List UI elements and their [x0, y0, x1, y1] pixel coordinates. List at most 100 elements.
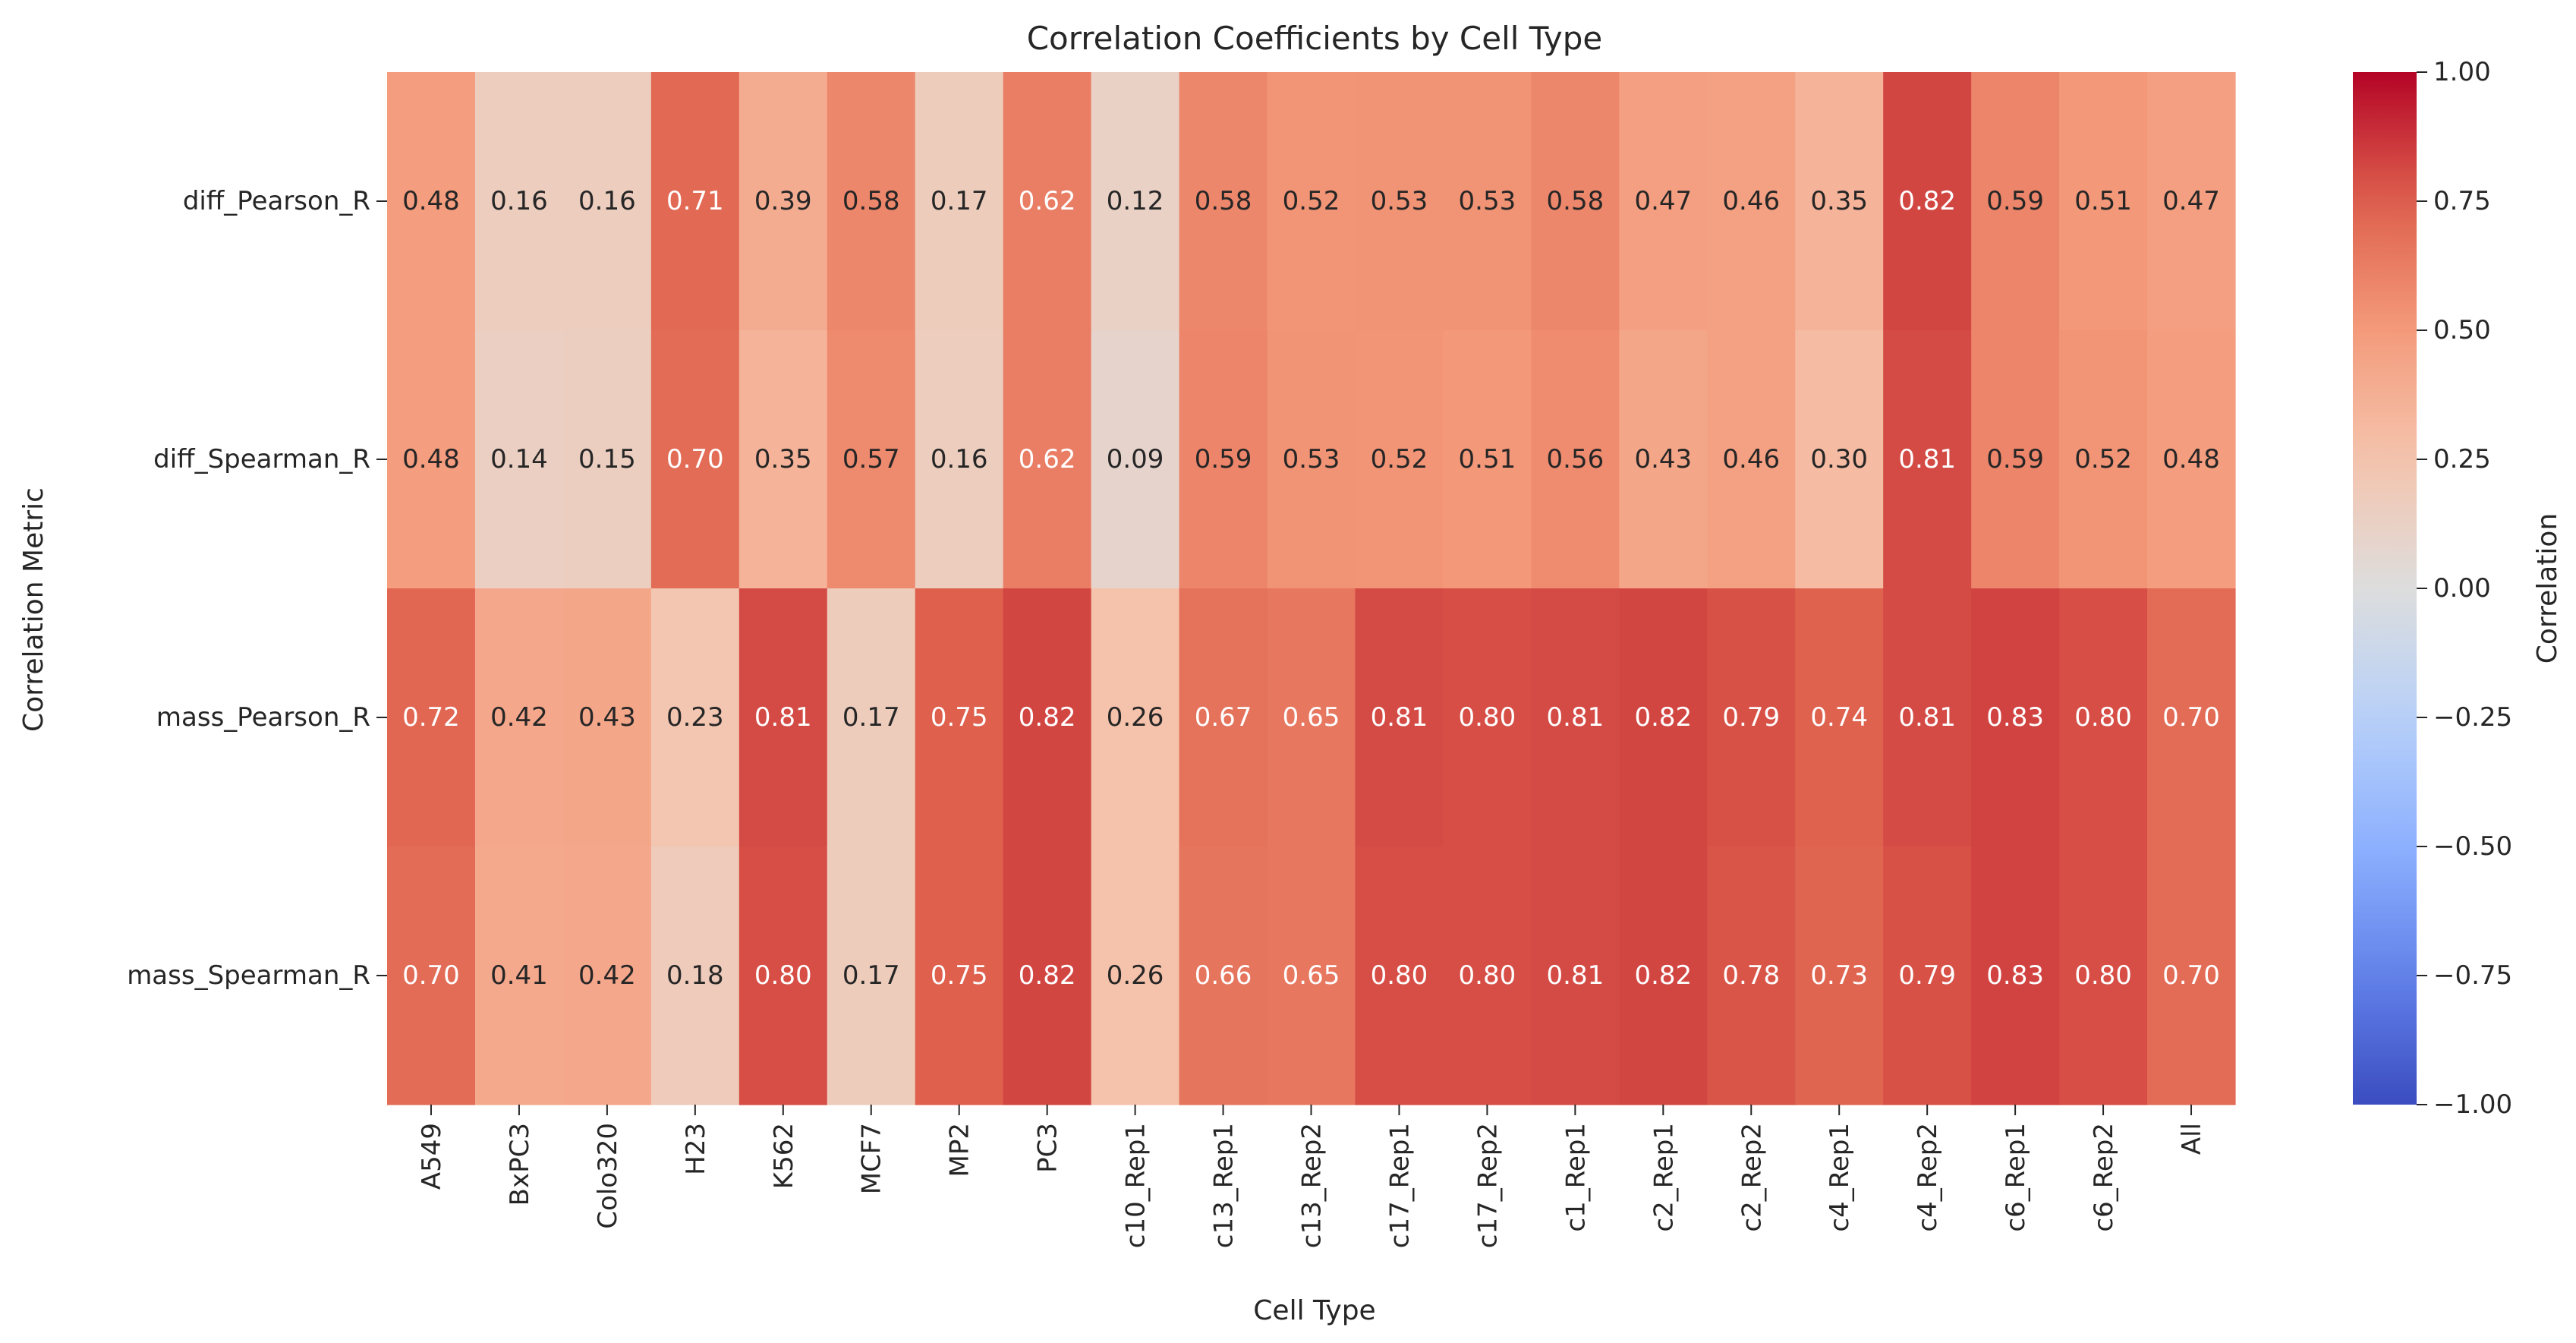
heatmap-cell [650, 330, 740, 589]
heatmap-cell-label: 0.80 [2074, 960, 2132, 991]
heatmap-cell [474, 72, 564, 331]
heatmap-cell-label: 0.35 [1810, 186, 1868, 216]
heatmap-cell [2059, 72, 2148, 331]
heatmap-cell [562, 588, 652, 847]
x-tick-label: c4_Rep1 [1825, 1123, 1855, 1232]
y-tick-label: mass_Spearman_R [127, 960, 370, 991]
heatmap-cell [1267, 588, 1356, 847]
colorbar-tick-label: −1.00 [2433, 1089, 2512, 1120]
heatmap-cell-label: 0.74 [1810, 702, 1868, 733]
heatmap-cell-label: 0.70 [666, 444, 724, 474]
heatmap-cell-label: 0.15 [578, 444, 636, 474]
heatmap-cell-label: 0.30 [1810, 444, 1868, 474]
x-tick-label: c13_Rep1 [1209, 1123, 1239, 1248]
heatmap-cell-label: 0.82 [1634, 960, 1692, 991]
heatmap-cell-label: 0.47 [2162, 186, 2220, 216]
heatmap-cell-label: 0.52 [2074, 444, 2132, 474]
heatmap-cell-label: 0.81 [754, 702, 812, 733]
colorbar-tick-label: 0.00 [2433, 573, 2491, 604]
heatmap-cell-label: 0.52 [1371, 444, 1428, 474]
x-tick-label: c13_Rep2 [1297, 1123, 1327, 1248]
heatmap-cell [1091, 330, 1180, 589]
x-tick-label: BxPC3 [505, 1123, 535, 1206]
heatmap-cell-label: 0.67 [1195, 702, 1252, 733]
heatmap-cell-labels: 0.48 0.16 0.16 0.71 0.39 0.58 0.17 0.62 0.12 0.58… [402, 186, 2220, 991]
heatmap-cell-label: 0.81 [1371, 702, 1428, 733]
x-axis-ticks: A549 BxPC3 Colo320 H23 K562 MCF7 MP2 PC3 c10_Rep… [417, 1105, 2207, 1248]
heatmap-cell-label: 0.72 [402, 702, 460, 733]
heatmap-cell [827, 846, 916, 1105]
x-tick-label: c17_Rep2 [1472, 1123, 1503, 1248]
heatmap-cell-label: 0.70 [2162, 960, 2220, 991]
heatmap-cell [1619, 846, 1708, 1105]
heatmap-cell-label: 0.71 [666, 186, 724, 216]
y-tick-label: mass_Pearson_R [156, 702, 370, 733]
heatmap-cell-label: 0.16 [578, 186, 636, 216]
heatmap-cell [1267, 72, 1356, 331]
heatmap-cell [387, 846, 476, 1105]
heatmap-cell-label: 0.09 [1107, 444, 1164, 474]
heatmap-cell-label: 0.73 [1810, 960, 1868, 991]
heatmap-cell [2059, 588, 2148, 847]
heatmap-cell [1619, 330, 1708, 589]
heatmap-cell [2147, 72, 2236, 331]
heatmap-cell [1003, 588, 1092, 847]
heatmap-cell-label: 0.46 [1722, 444, 1780, 474]
heatmap-cell-label: 0.66 [1195, 960, 1252, 991]
heatmap-cell [1003, 330, 1092, 589]
x-tick-label: c6_Rep1 [2001, 1123, 2031, 1232]
heatmap-cell [915, 588, 1004, 847]
x-tick-label: PC3 [1033, 1123, 1063, 1173]
x-tick-label: K562 [769, 1123, 799, 1189]
heatmap-cell [1531, 588, 1620, 847]
heatmap-cell-label: 0.43 [1634, 444, 1692, 474]
heatmap-cell-label: 0.47 [1634, 186, 1692, 216]
heatmap-cell-label: 0.79 [1898, 960, 1956, 991]
heatmap-cell-label: 0.53 [1283, 444, 1340, 474]
heatmap-cell [474, 330, 564, 589]
heatmap-cell-label: 0.14 [490, 444, 548, 474]
heatmap-cell [1091, 588, 1180, 847]
heatmap-cell [1707, 846, 1796, 1105]
heatmap-cell-label: 0.82 [1019, 960, 1076, 991]
heatmap-cell [650, 72, 740, 331]
heatmap-cell [1355, 330, 1444, 589]
heatmap-cell-label: 0.35 [754, 444, 812, 474]
heatmap-cell-label: 0.80 [754, 960, 812, 991]
heatmap-cell [1883, 330, 1972, 589]
heatmap-cell [1971, 846, 2060, 1105]
heatmap-cell [387, 588, 476, 847]
heatmap-cell-label: 0.82 [1019, 702, 1076, 733]
x-axis-title: Cell Type [1253, 1295, 1375, 1326]
x-tick-label: MP2 [945, 1123, 975, 1177]
heatmap-cell-label: 0.79 [1722, 702, 1780, 733]
heatmap-cell [1971, 588, 2060, 847]
y-axis-title: Correlation Metric [18, 487, 49, 732]
x-tick-label: c4_Rep2 [1913, 1123, 1943, 1232]
heatmap-cell-label: 0.41 [490, 960, 548, 991]
heatmap-cell [387, 72, 476, 331]
heatmap-cell-label: 0.17 [842, 960, 900, 991]
heatmap-cell-label: 0.59 [1195, 444, 1252, 474]
heatmap-cell [1707, 330, 1796, 589]
x-tick-label: All [2177, 1123, 2207, 1155]
heatmap-cell [1179, 330, 1268, 589]
heatmap-cell-label: 0.58 [1195, 186, 1252, 216]
heatmap-cell-label: 0.81 [1547, 702, 1604, 733]
heatmap-cell [562, 72, 652, 331]
heatmap-cell [1971, 72, 2060, 331]
heatmap-cell [738, 72, 828, 331]
heatmap-cell-label: 0.53 [1371, 186, 1428, 216]
heatmap-cell [1179, 846, 1268, 1105]
heatmap-cell [1267, 330, 1356, 589]
heatmap-cell [1003, 846, 1092, 1105]
heatmap-cell [1795, 846, 1884, 1105]
colorbar-tick-label: −0.50 [2433, 831, 2512, 862]
heatmap-cell-label: 0.81 [1898, 702, 1956, 733]
heatmap-cell-label: 0.51 [1459, 444, 1516, 474]
heatmap-cell [738, 846, 828, 1105]
heatmap-cell [915, 330, 1004, 589]
heatmap-cell [1355, 72, 1444, 331]
heatmap-cell [1003, 72, 1092, 331]
colorbar-tick-label: −0.75 [2433, 960, 2512, 991]
